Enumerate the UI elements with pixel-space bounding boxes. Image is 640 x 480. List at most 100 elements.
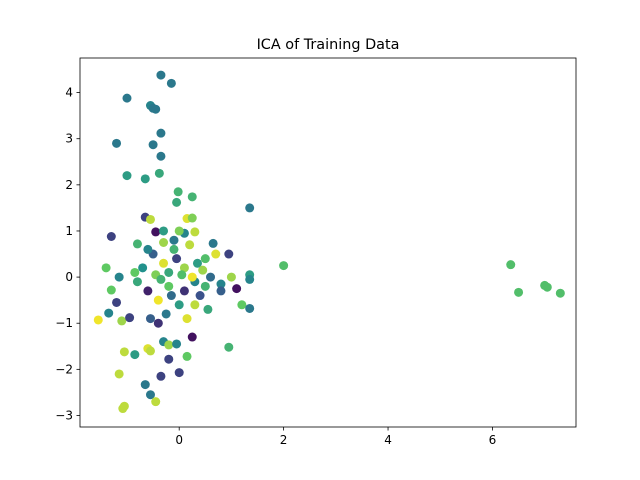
scatter-point (106, 232, 116, 242)
scatter-point (506, 260, 516, 270)
scatter-point (145, 214, 155, 224)
scatter-point (104, 308, 114, 318)
scatter-point (208, 238, 218, 248)
plot-frame (79, 57, 577, 428)
scatter-point (514, 287, 524, 297)
scatter-point (159, 258, 169, 268)
scatter-point (216, 286, 226, 296)
scatter-point (119, 347, 129, 357)
scatter-point (140, 174, 150, 184)
scatter-point (156, 371, 166, 381)
scatter-point (245, 274, 255, 284)
scatter-point (182, 351, 192, 361)
scatter-point (237, 300, 247, 310)
scatter-point (117, 316, 127, 326)
scatter-point (187, 213, 197, 223)
scatter-point (192, 258, 202, 268)
scatter-point (154, 168, 164, 178)
scatter-point (156, 151, 166, 161)
points-layer (93, 70, 565, 414)
y-tick-label: 0 (65, 270, 73, 284)
scatter-point (166, 291, 176, 301)
scatter-point (114, 272, 124, 282)
scatter-point (173, 187, 183, 197)
scatter-point (153, 318, 163, 328)
scatter-point (187, 332, 197, 342)
x-axis: 0 2 4 6 (175, 427, 496, 447)
chart-title: ICA of Training Data (257, 37, 400, 53)
scatter-point (148, 140, 158, 150)
scatter-point (200, 254, 210, 264)
scatter-point (140, 380, 150, 390)
scatter-point (161, 309, 171, 319)
scatter-point (132, 239, 142, 249)
scatter-point (224, 249, 234, 259)
scatter-point (156, 128, 166, 138)
scatter-point (138, 263, 148, 273)
scatter-point (143, 286, 153, 296)
scatter-point (245, 203, 255, 213)
scatter-point (172, 339, 182, 349)
scatter-point (151, 227, 161, 237)
scatter-point (216, 279, 226, 289)
scatter-point (182, 314, 192, 324)
scatter-point (130, 350, 140, 360)
scatter-point (174, 368, 184, 378)
scatter-point (185, 240, 195, 250)
scatter-point (106, 285, 116, 295)
scatter-point (179, 286, 189, 296)
y-tick-label: −2 (55, 362, 73, 376)
y-tick-label: −1 (55, 316, 73, 330)
scatter-point (145, 346, 155, 356)
scatter-point (112, 297, 122, 307)
y-tick-label: 2 (65, 178, 73, 192)
scatter-point (174, 226, 184, 236)
scatter-point (203, 304, 213, 314)
scatter-point (122, 171, 132, 181)
scatter-point (177, 270, 187, 280)
scatter-point (118, 404, 128, 414)
scatter-point (198, 265, 208, 275)
x-tick-label: 6 (489, 433, 497, 447)
scatter-point (169, 235, 179, 245)
scatter-point (224, 342, 234, 352)
scatter-point (164, 354, 174, 364)
scatter-point (151, 104, 161, 114)
y-tick-label: 4 (65, 86, 73, 100)
scatter-point (164, 340, 174, 350)
scatter-point (122, 93, 132, 103)
scatter-point (114, 369, 124, 379)
y-tick-label: −3 (55, 408, 73, 422)
scatter-point (195, 291, 205, 301)
scatter-point (187, 272, 197, 282)
x-tick-label: 4 (384, 433, 392, 447)
scatter-point (211, 249, 221, 259)
x-tick-label: 2 (280, 433, 288, 447)
scatter-point (153, 295, 163, 305)
scatter-point (200, 281, 210, 291)
scatter-point (232, 284, 242, 294)
scatter-point (166, 78, 176, 88)
scatter-point (169, 244, 179, 254)
scatter-point (164, 281, 174, 291)
scatter-point (145, 390, 155, 400)
scatter-point (156, 70, 166, 80)
scatter-point (156, 274, 166, 284)
x-tick-label: 0 (175, 433, 183, 447)
scatter-point (93, 315, 103, 325)
scatter-point (125, 313, 135, 323)
y-tick-label: 3 (65, 132, 73, 146)
scatter-point (145, 314, 155, 324)
scatter-point (143, 244, 153, 254)
scatter-point (151, 397, 161, 407)
scatter-point (190, 227, 200, 237)
scatter-point (279, 261, 289, 271)
scatter-point (542, 282, 552, 292)
scatter-point (164, 267, 174, 277)
scatter-point (132, 277, 142, 287)
scatter-point (101, 263, 111, 273)
scatter-point (206, 272, 216, 282)
scatter-point (159, 238, 169, 247)
y-axis: −3 −2 −1 0 1 2 3 4 (55, 86, 80, 422)
scatter-point (174, 300, 184, 310)
